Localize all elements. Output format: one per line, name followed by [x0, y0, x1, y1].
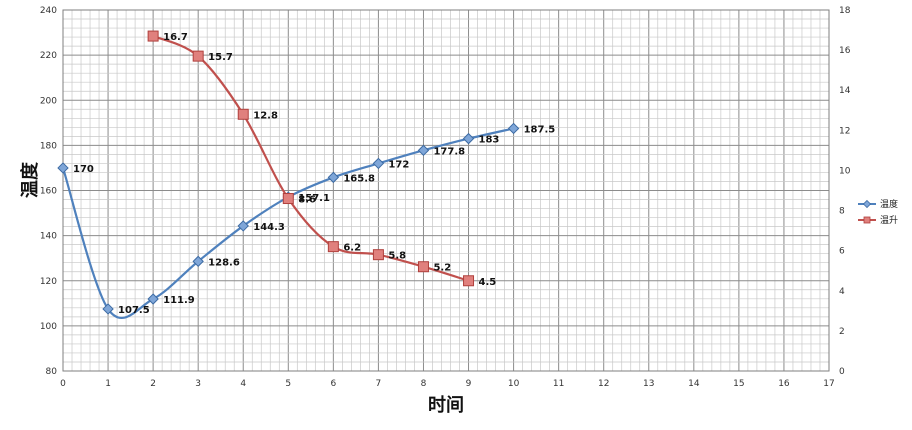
- x-tick-label: 0: [60, 379, 66, 389]
- data-label: 177.8: [433, 146, 465, 157]
- y2-tick-label: 6: [839, 247, 845, 257]
- data-point-diamond: [507, 122, 520, 135]
- gridlines: [62, 9, 830, 372]
- data-point-square: [282, 193, 294, 205]
- legend-label: 温升: [880, 215, 898, 226]
- y-tick-label: 100: [40, 322, 57, 332]
- data-point-square: [417, 261, 429, 273]
- data-label: 12.8: [253, 110, 278, 121]
- data-label: 172: [388, 159, 409, 170]
- y2-tick-label: 2: [839, 327, 845, 337]
- x-tick-label: 10: [508, 379, 520, 389]
- x-tick-label: 5: [285, 379, 291, 389]
- y-tick-label: 180: [40, 141, 57, 151]
- data-label: 6.2: [343, 243, 361, 254]
- y-tick-label: 160: [40, 187, 57, 197]
- data-label: 107.5: [118, 305, 150, 316]
- y-axis-title: 温度: [19, 161, 41, 198]
- data-point-diamond: [147, 293, 159, 305]
- x-tick-label: 3: [195, 379, 201, 389]
- y2-tick-label: 10: [839, 166, 851, 176]
- x-tick-label: 13: [643, 379, 654, 389]
- x-tick-label: 2: [150, 379, 156, 389]
- data-point-square: [327, 241, 339, 253]
- data-point-square: [372, 249, 384, 261]
- data-label: 128.6: [208, 257, 240, 268]
- y2-tick-label: 18: [839, 6, 851, 16]
- x-tick-label: 16: [778, 379, 790, 389]
- y-tick-label: 120: [40, 277, 57, 287]
- y-tick-label: 200: [40, 96, 57, 106]
- data-point-diamond: [192, 255, 204, 268]
- data-label: 157.1: [298, 193, 330, 204]
- data-point-diamond: [327, 171, 340, 184]
- series-line-1: [61, 127, 514, 319]
- data-point-diamond: [372, 157, 385, 170]
- data-label: 16.7: [163, 32, 188, 43]
- data-point-square: [147, 30, 159, 42]
- x-tick-label: 4: [240, 379, 246, 389]
- data-point-diamond: [57, 162, 69, 174]
- legend-square-icon: [863, 216, 871, 224]
- series-markers: [57, 30, 520, 315]
- x-tick-label: 1: [105, 379, 111, 389]
- y2-tick-label: 8: [839, 207, 845, 217]
- data-point-diamond: [417, 144, 430, 157]
- y-tick-label: 140: [40, 232, 57, 242]
- data-point-square: [463, 275, 475, 287]
- series-lines: [61, 35, 514, 319]
- x-tick-label: 9: [466, 379, 472, 389]
- data-label: 165.8: [343, 173, 375, 184]
- y-tick-label: 220: [40, 51, 57, 61]
- data-label: 144.3: [253, 222, 285, 233]
- data-labels: 170 107.5 111.9 128.6 144.3 157.1 165.8 172 177.…: [73, 32, 555, 316]
- y2-tick-label: 16: [839, 46, 851, 56]
- data-label: 187.5: [524, 124, 556, 135]
- data-label: 4.5: [479, 277, 497, 288]
- x-tick-label: 8: [421, 379, 427, 389]
- data-label: 15.7: [208, 52, 233, 63]
- x-tick-label: 15: [733, 379, 744, 389]
- x-tick-label: 17: [823, 379, 834, 389]
- y-tick-label: 240: [40, 6, 57, 16]
- plot-area: [62, 9, 830, 372]
- data-point-square: [237, 108, 249, 120]
- legend-label: 温度: [880, 198, 898, 210]
- axis-ticks: 0 1 2 3 4 5 6 7 8 9 10 11 12 13 14 15 16 1780100120140160…: [40, 6, 851, 389]
- y2-tick-label: 14: [839, 86, 851, 96]
- y2-tick-label: 4: [839, 287, 845, 297]
- legend-diamond-icon: [862, 199, 872, 209]
- data-label: 5.8: [388, 251, 406, 262]
- x-tick-label: 11: [553, 379, 564, 389]
- data-label: 5.2: [433, 263, 451, 274]
- data-point-square: [192, 50, 204, 62]
- data-point-diamond: [462, 132, 475, 145]
- data-point-diamond: [237, 220, 249, 232]
- data-label: 170: [73, 164, 94, 175]
- data-label: 8.6: [298, 195, 316, 206]
- x-tick-label: 12: [598, 379, 609, 389]
- data-point-diamond: [102, 303, 114, 315]
- x-axis-title: 时间: [428, 395, 464, 416]
- x-tick-label: 7: [376, 379, 382, 389]
- y-tick-label: 80: [46, 367, 58, 377]
- x-tick-label: 6: [330, 379, 336, 389]
- y2-tick-label: 12: [839, 126, 850, 136]
- y2-tick-label: 0: [839, 367, 845, 377]
- data-label: 183: [479, 135, 500, 146]
- series-line-2: [152, 35, 469, 282]
- x-tick-label: 14: [688, 379, 700, 389]
- data-label: 111.9: [163, 295, 195, 306]
